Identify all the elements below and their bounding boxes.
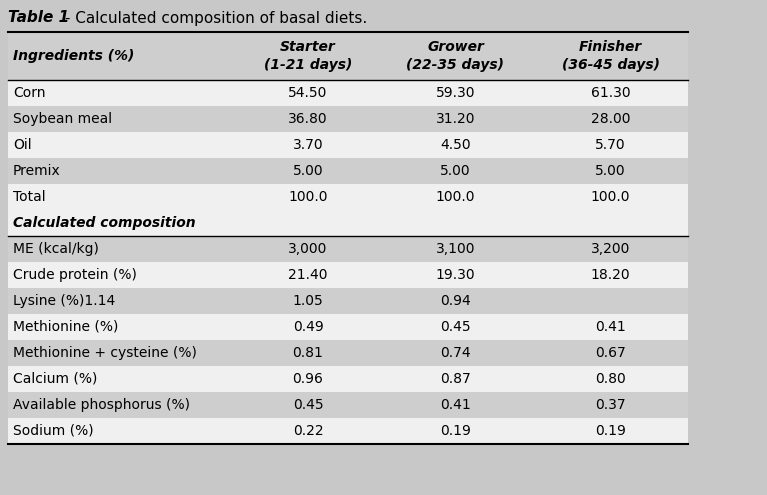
Text: 3,100: 3,100 (436, 242, 476, 256)
Text: Grower
(22-35 days): Grower (22-35 days) (407, 40, 505, 72)
Text: 0.67: 0.67 (595, 346, 626, 360)
Text: Methionine + cysteine (%): Methionine + cysteine (%) (13, 346, 197, 360)
Text: 3.70: 3.70 (293, 138, 324, 152)
Text: Methionine (%): Methionine (%) (13, 320, 118, 334)
Text: Calcium (%): Calcium (%) (13, 372, 97, 386)
Text: 18.20: 18.20 (591, 268, 630, 282)
Bar (8, 132, 688, 158)
Text: Crude protein (%): Crude protein (%) (13, 268, 137, 282)
Text: 100.0: 100.0 (288, 190, 328, 204)
Text: Premix: Premix (13, 164, 61, 178)
Text: Available phosphorus (%): Available phosphorus (%) (13, 398, 190, 412)
Bar (8, 184, 688, 210)
Text: ME (kcal/kg): ME (kcal/kg) (13, 242, 99, 256)
Text: 0.19: 0.19 (440, 424, 471, 438)
Text: 5.00: 5.00 (595, 164, 626, 178)
Bar (8, 340, 688, 366)
Text: 0.81: 0.81 (292, 346, 324, 360)
Bar (8, 236, 688, 262)
Text: 31.20: 31.20 (436, 112, 476, 126)
Text: Ingredients (%): Ingredients (%) (13, 49, 134, 63)
Text: 0.41: 0.41 (595, 320, 626, 334)
Text: 3,200: 3,200 (591, 242, 630, 256)
Bar (8, 158, 688, 184)
Bar (8, 210, 688, 236)
Text: 0.94: 0.94 (440, 294, 471, 308)
Text: 3,000: 3,000 (288, 242, 328, 256)
Text: 21.40: 21.40 (288, 268, 328, 282)
Bar (8, 80, 688, 106)
Bar (8, 288, 688, 314)
Text: Lysine (%)1.14: Lysine (%)1.14 (13, 294, 115, 308)
Text: 0.41: 0.41 (440, 398, 471, 412)
Text: 28.00: 28.00 (591, 112, 630, 126)
Text: Soybean meal: Soybean meal (13, 112, 112, 126)
Text: 19.30: 19.30 (436, 268, 476, 282)
Text: 0.19: 0.19 (595, 424, 626, 438)
Text: 36.80: 36.80 (288, 112, 328, 126)
Text: Oil: Oil (13, 138, 31, 152)
Text: - Calculated composition of basal diets.: - Calculated composition of basal diets. (60, 10, 367, 26)
Text: 59.30: 59.30 (436, 86, 476, 100)
Text: 0.87: 0.87 (440, 372, 471, 386)
Text: 0.49: 0.49 (293, 320, 324, 334)
Bar (8, 106, 688, 132)
Text: 5.70: 5.70 (595, 138, 626, 152)
Bar (8, 392, 688, 418)
Text: Table 1: Table 1 (8, 10, 69, 26)
Text: 54.50: 54.50 (288, 86, 328, 100)
Text: 0.74: 0.74 (440, 346, 471, 360)
Bar (8, 366, 688, 392)
Bar (8, 32, 688, 80)
Text: 100.0: 100.0 (591, 190, 630, 204)
Text: 100.0: 100.0 (436, 190, 476, 204)
Text: Total: Total (13, 190, 45, 204)
Text: Calculated composition: Calculated composition (13, 216, 196, 230)
Text: 4.50: 4.50 (440, 138, 471, 152)
Text: 0.22: 0.22 (293, 424, 324, 438)
Text: Finisher
(36-45 days): Finisher (36-45 days) (561, 40, 660, 72)
Text: Starter
(1-21 days): Starter (1-21 days) (264, 40, 352, 72)
Text: 0.37: 0.37 (595, 398, 626, 412)
Text: 5.00: 5.00 (440, 164, 471, 178)
Text: 0.45: 0.45 (440, 320, 471, 334)
Bar (8, 314, 688, 340)
Bar (8, 418, 688, 444)
Text: 5.00: 5.00 (293, 164, 324, 178)
Text: Sodium (%): Sodium (%) (13, 424, 94, 438)
Text: 61.30: 61.30 (591, 86, 630, 100)
Text: 0.45: 0.45 (293, 398, 324, 412)
Text: 1.05: 1.05 (293, 294, 324, 308)
Text: 0.96: 0.96 (292, 372, 324, 386)
Text: Corn: Corn (13, 86, 45, 100)
Text: 0.80: 0.80 (595, 372, 626, 386)
Bar (8, 262, 688, 288)
